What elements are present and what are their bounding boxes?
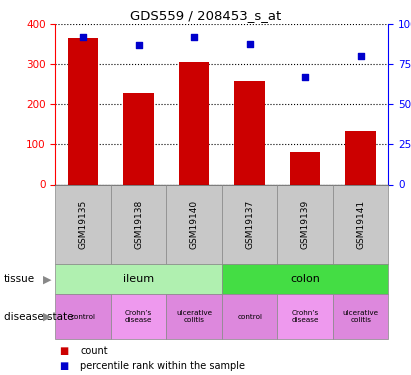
Text: ■: ■ xyxy=(60,346,69,355)
Text: control: control xyxy=(71,314,96,320)
Text: GSM19139: GSM19139 xyxy=(301,200,309,249)
Bar xyxy=(68,38,99,184)
Text: GSM19141: GSM19141 xyxy=(356,200,365,249)
Text: ileum: ileum xyxy=(123,274,154,284)
Text: colon: colon xyxy=(290,274,320,284)
Text: control: control xyxy=(237,314,262,320)
Text: ▶: ▶ xyxy=(43,274,51,284)
Text: GDS559 / 208453_s_at: GDS559 / 208453_s_at xyxy=(130,9,281,22)
Bar xyxy=(345,131,376,184)
Text: ulcerative
colitis: ulcerative colitis xyxy=(343,310,379,323)
Text: GSM19138: GSM19138 xyxy=(134,200,143,249)
Text: count: count xyxy=(80,346,108,355)
Bar xyxy=(179,62,210,184)
Text: Crohn’s
disease: Crohn’s disease xyxy=(125,310,152,323)
Bar xyxy=(290,152,321,184)
Text: ulcerative
colitis: ulcerative colitis xyxy=(176,310,212,323)
Text: tissue: tissue xyxy=(4,274,35,284)
Point xyxy=(246,40,253,46)
Text: ▶: ▶ xyxy=(43,312,51,322)
Text: ■: ■ xyxy=(60,361,69,370)
Point xyxy=(191,34,197,40)
Point xyxy=(357,53,364,59)
Text: GSM19140: GSM19140 xyxy=(190,200,199,249)
Point xyxy=(80,34,87,40)
Text: GSM19135: GSM19135 xyxy=(79,200,88,249)
Text: disease state: disease state xyxy=(4,312,74,322)
Text: Crohn’s
disease: Crohn’s disease xyxy=(291,310,319,323)
Bar xyxy=(234,81,265,184)
Text: GSM19137: GSM19137 xyxy=(245,200,254,249)
Bar xyxy=(123,93,154,184)
Point xyxy=(136,42,142,48)
Point xyxy=(302,74,308,80)
Text: percentile rank within the sample: percentile rank within the sample xyxy=(80,361,245,370)
